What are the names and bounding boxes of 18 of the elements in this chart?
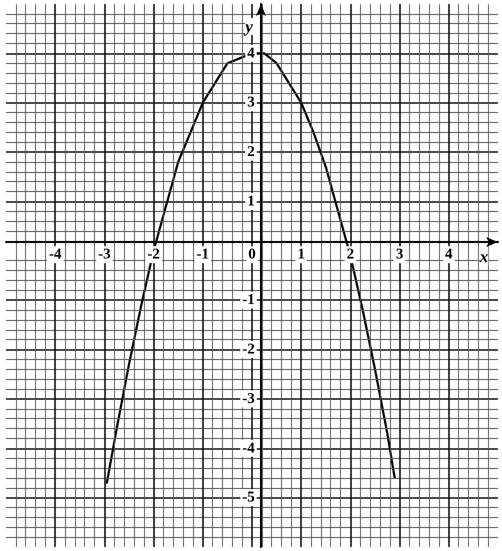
x-tick-label: -3	[98, 246, 111, 263]
x-tick-label: -4	[48, 246, 62, 263]
x-tick-label: 0	[248, 246, 256, 263]
x-axis-title: x	[478, 247, 489, 266]
y-tick-label: 2	[247, 144, 255, 160]
y-tick-label: -2	[242, 342, 255, 358]
x-tick-label: 3	[396, 246, 404, 263]
y-axis-title: y	[243, 17, 254, 36]
y-tick-label: -4	[242, 440, 256, 456]
y-tick-label: -5	[242, 490, 255, 506]
y-tick-label: -1	[242, 292, 255, 308]
y-tick-label: -3	[242, 390, 255, 407]
y-tick-label: 1	[247, 193, 255, 210]
y-tick-label: 3	[247, 94, 255, 111]
x-tick-label: 4	[445, 246, 454, 263]
x-tick-label: -2	[147, 246, 160, 263]
x-tick-label: 1	[297, 246, 305, 263]
x-tick-label: -1	[196, 246, 210, 263]
